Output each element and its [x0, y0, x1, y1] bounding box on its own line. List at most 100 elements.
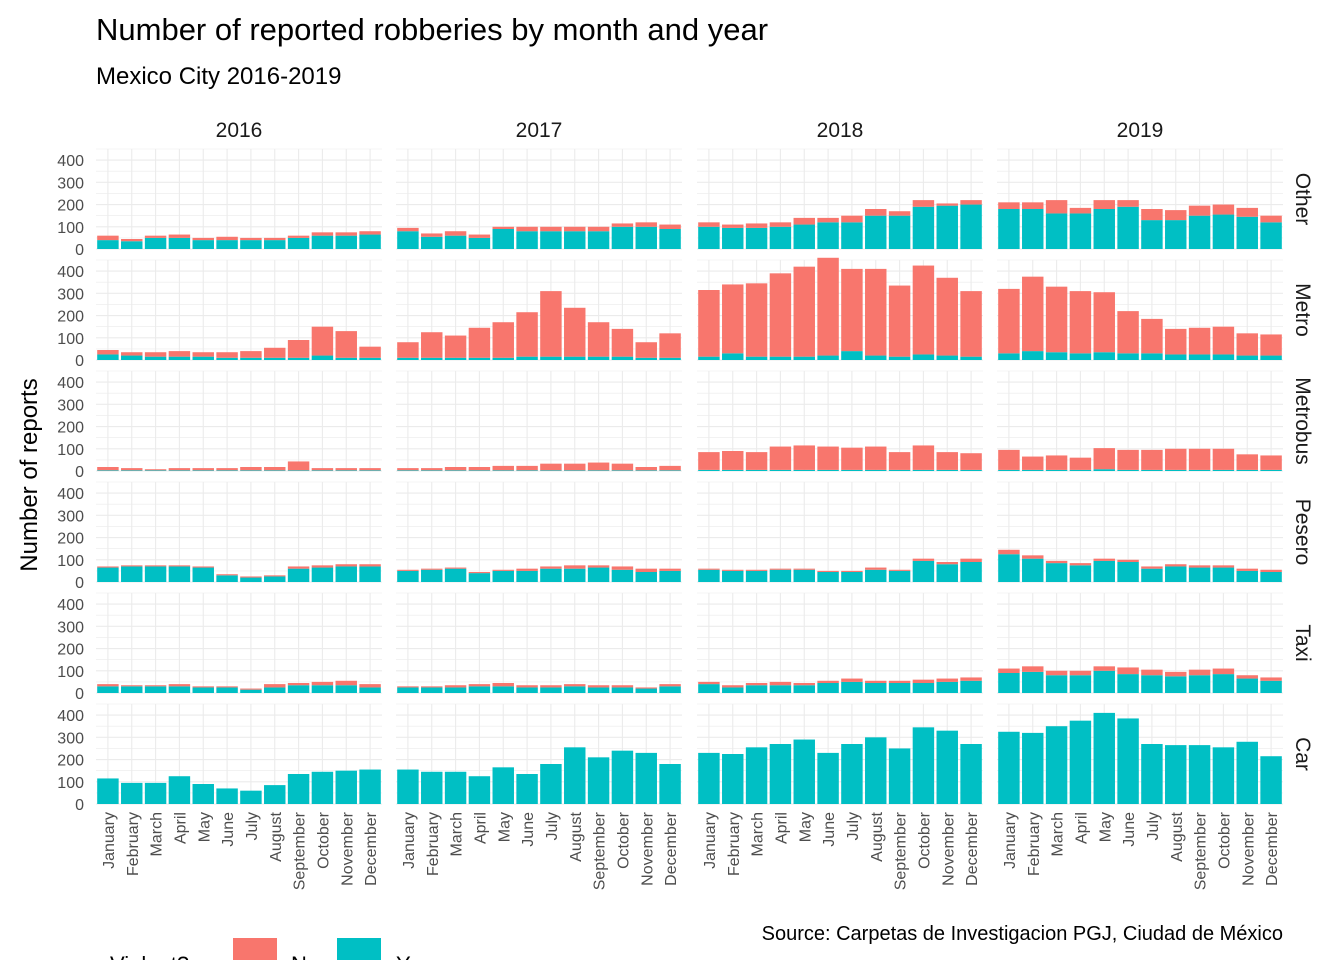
bar-violent-no: [1260, 215, 1282, 223]
bar-violent-no: [564, 463, 586, 471]
bar-violent-no: [769, 681, 792, 686]
facet-panel: [396, 703, 682, 805]
bar-violent-no: [587, 322, 610, 357]
y-tick-label: 300: [57, 175, 84, 192]
bar-violent-no: [841, 268, 863, 352]
x-tick-label: September: [1193, 811, 1210, 890]
bar-violent-no: [287, 566, 310, 569]
bar-violent-yes: [335, 566, 357, 582]
bar-violent-no: [659, 224, 681, 229]
bar-violent-no: [912, 679, 935, 683]
bar-violent-yes: [216, 788, 238, 804]
bar-violent-no: [611, 223, 634, 227]
bar-violent-yes: [192, 784, 214, 804]
bar-violent-yes: [397, 470, 419, 471]
bar-violent-yes: [192, 567, 214, 582]
bar-violent-no: [216, 574, 238, 576]
bar-violent-no: [359, 231, 381, 235]
bar-violent-no: [468, 327, 491, 358]
facet-panel: [697, 148, 983, 250]
bar-violent-no: [817, 257, 839, 356]
bar-violent-yes: [359, 470, 381, 471]
source-caption: Source: Carpetas de Investigacion PGJ, C…: [762, 923, 1283, 945]
bar-violent-yes: [121, 782, 143, 804]
bar-violent-no: [817, 217, 839, 223]
chart-title: Number of reported robberies by month an…: [96, 12, 768, 47]
bar-violent-yes: [444, 235, 467, 249]
facet-panel: [997, 592, 1283, 694]
bar-violent-yes: [936, 681, 958, 693]
bar-violent-no: [540, 291, 562, 357]
bar-violent-no: [793, 217, 815, 225]
bar-violent-yes: [144, 356, 167, 360]
bar-violent-yes: [1069, 353, 1092, 360]
bar-violent-yes: [1093, 712, 1115, 804]
bar-violent-yes: [359, 687, 381, 693]
bar-violent-yes: [960, 469, 982, 471]
bar-violent-yes: [1165, 676, 1187, 693]
bar-violent-no: [1093, 666, 1115, 671]
bar-violent-no: [216, 352, 238, 358]
bar-violent-no: [397, 686, 419, 688]
bar-violent-no: [998, 668, 1020, 673]
bar-violent-yes: [564, 231, 586, 249]
bar-violent-no: [865, 680, 887, 683]
bar-violent-no: [168, 234, 191, 238]
y-tick-label: 200: [57, 420, 84, 437]
bar-violent-no: [659, 568, 681, 571]
bar-violent-no: [912, 200, 935, 207]
bar-violent-no: [793, 683, 815, 686]
bar-violent-no: [311, 565, 334, 568]
bar-violent-yes: [421, 236, 443, 249]
y-tick-label: 200: [57, 753, 84, 770]
bar-violent-no: [168, 565, 191, 567]
bar-violent-yes: [769, 356, 792, 360]
bar-violent-no: [998, 288, 1020, 354]
bar-violent-no: [817, 680, 839, 683]
x-tick-label: September: [592, 811, 609, 890]
y-tick-label: 100: [57, 553, 84, 570]
bar-violent-no: [841, 678, 863, 682]
bar-violent-yes: [335, 770, 357, 804]
bar-violent-yes: [1141, 675, 1163, 693]
bar-violent-yes: [1236, 216, 1258, 249]
bar-violent-yes: [516, 570, 538, 582]
bar-violent-no: [192, 566, 214, 568]
bar-violent-no: [264, 575, 286, 577]
bar-violent-yes: [287, 470, 310, 471]
bar-violent-no: [611, 328, 634, 357]
bar-violent-no: [540, 463, 562, 471]
bar-violent-yes: [817, 355, 839, 360]
bar-violent-yes: [1117, 206, 1139, 249]
bar-violent-yes: [698, 684, 720, 693]
bar-violent-yes: [960, 356, 982, 360]
bar-violent-yes: [587, 356, 610, 360]
y-tick-label: 0: [75, 575, 84, 592]
bar-violent-no: [468, 684, 491, 687]
bar-violent-yes: [912, 469, 935, 471]
bar-violent-yes: [1188, 567, 1211, 582]
x-tick-label: July: [845, 812, 862, 840]
facet-panel: [697, 703, 983, 805]
bar-violent-no: [998, 549, 1020, 555]
facet-panel: [697, 257, 983, 361]
facet-panel: [396, 148, 682, 250]
bar-violent-no: [397, 342, 419, 358]
bar-violent-yes: [998, 673, 1020, 693]
bar-violent-no: [1093, 200, 1115, 209]
bar-violent-yes: [817, 752, 839, 804]
bar-violent-yes: [1212, 674, 1235, 693]
bar-violent-no: [1117, 449, 1139, 470]
bar-violent-no: [722, 284, 744, 354]
bar-violent-yes: [516, 231, 538, 249]
bar-violent-no: [516, 226, 538, 232]
bar-violent-no: [793, 568, 815, 570]
bar-violent-yes: [769, 569, 792, 582]
bar-violent-yes: [192, 356, 214, 360]
bar-violent-no: [1093, 292, 1115, 353]
x-tick-label: January: [702, 812, 719, 869]
bar-violent-yes: [240, 357, 262, 360]
bar-violent-no: [1141, 449, 1163, 470]
x-tick-label: January: [401, 812, 418, 869]
bar-violent-yes: [144, 237, 167, 249]
